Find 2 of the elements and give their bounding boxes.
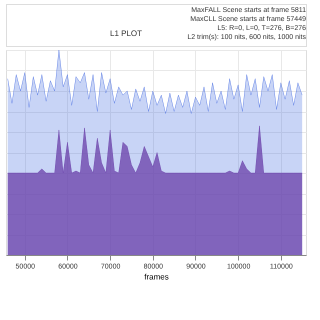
x-axis-title: frames [144, 272, 169, 282]
chart-title: L1 PLOT [110, 29, 142, 38]
